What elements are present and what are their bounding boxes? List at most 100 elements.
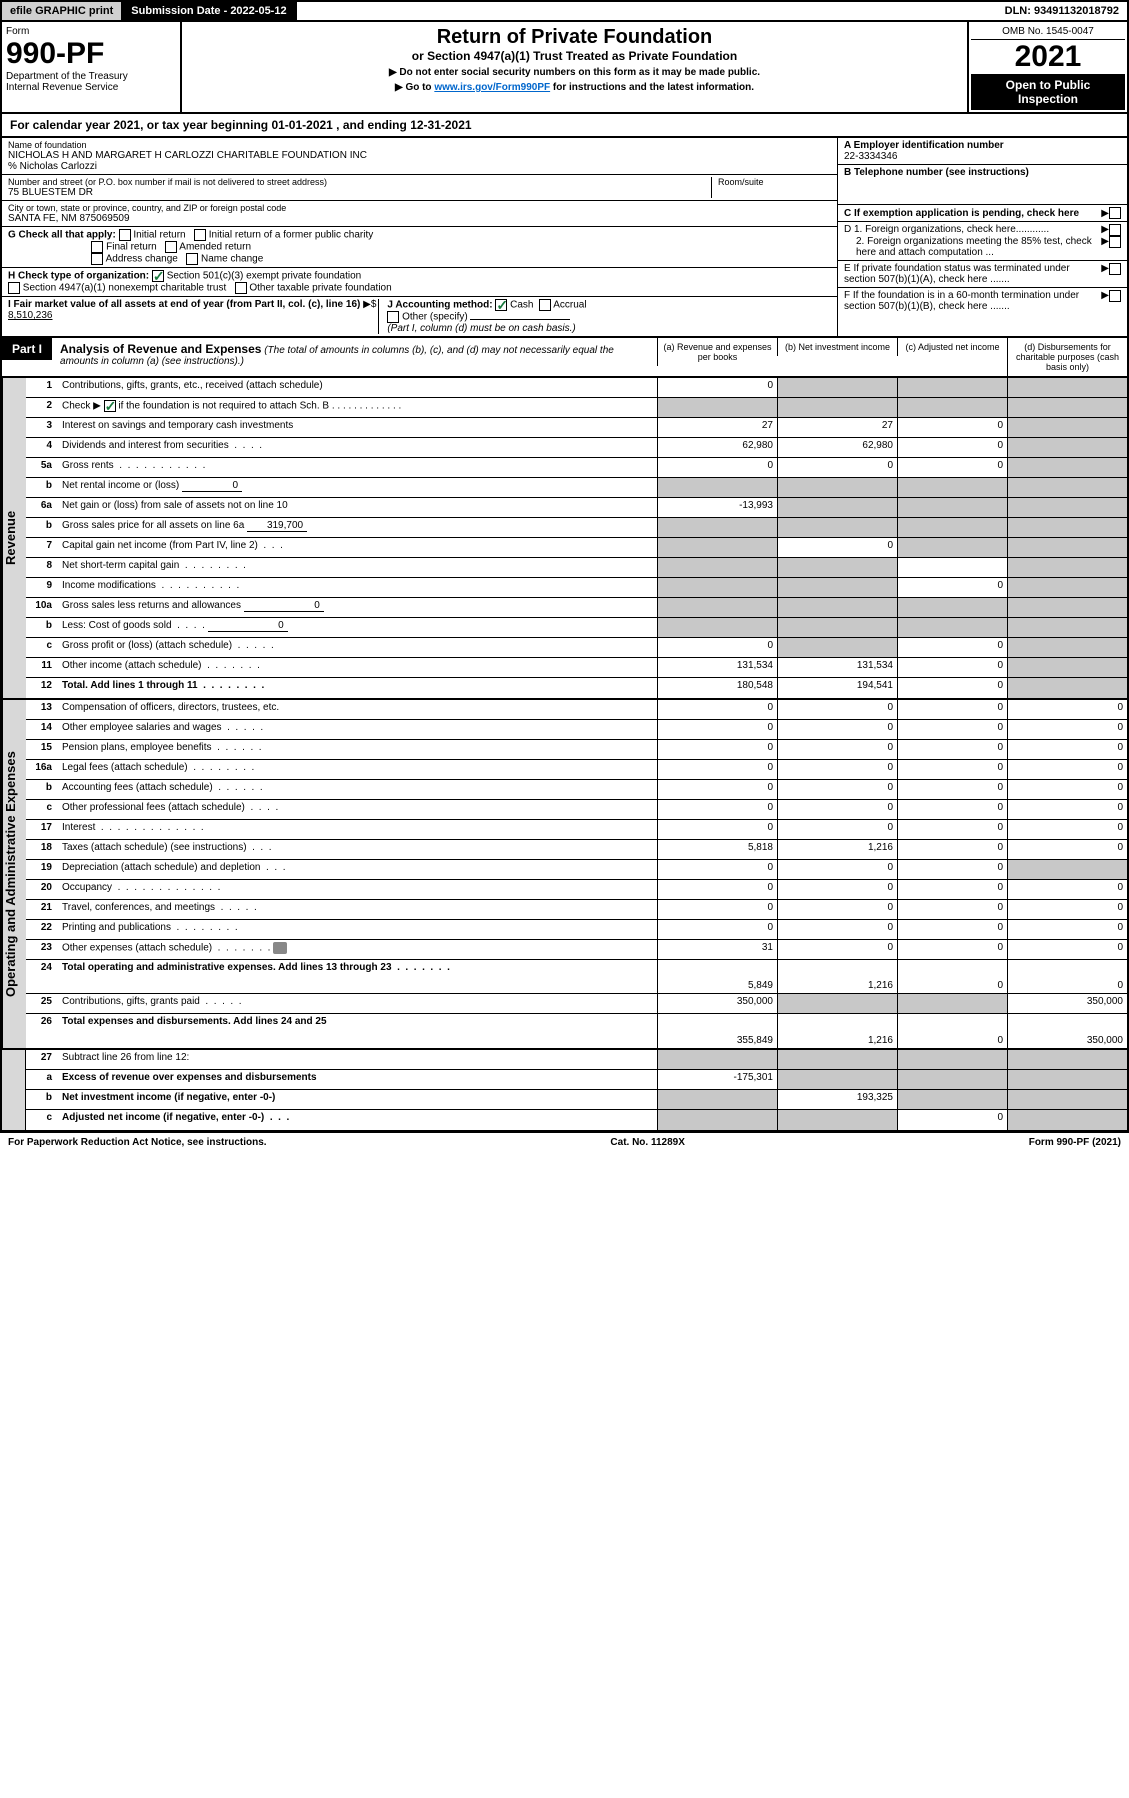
part1-title: Analysis of Revenue and Expenses <box>60 342 261 356</box>
f-label: F If the foundation is in a 60-month ter… <box>844 290 1101 312</box>
checkbox-accrual[interactable] <box>539 299 551 311</box>
checkbox-initial-return[interactable] <box>119 229 131 241</box>
section-h: H Check type of organization: Section 50… <box>2 268 837 297</box>
r20-label: Occupancy . . . . . . . . . . . . . <box>58 880 657 899</box>
checkbox-exemption-pending[interactable] <box>1109 207 1121 219</box>
dept-label: Department of the Treasury <box>6 71 176 82</box>
r27b-c <box>897 1090 1007 1109</box>
section-g: G Check all that apply: Initial return I… <box>2 227 837 268</box>
r3-d <box>1007 418 1127 437</box>
g-label: G Check all that apply: <box>8 230 116 241</box>
r3-num: 3 <box>26 418 58 437</box>
r11-b: 131,534 <box>777 658 897 677</box>
r4-a: 62,980 <box>657 438 777 457</box>
r10c-label: Gross profit or (loss) (attach schedule)… <box>58 638 657 657</box>
r4-num: 4 <box>26 438 58 457</box>
r27c-b <box>777 1110 897 1130</box>
r15-d: 0 <box>1007 740 1127 759</box>
efile-print-label[interactable]: efile GRAPHIC print <box>2 2 123 20</box>
r10a-a <box>657 598 777 617</box>
e-label: E If private foundation status was termi… <box>844 263 1101 285</box>
checkbox-60mo[interactable] <box>1109 290 1121 302</box>
checkbox-address-change[interactable] <box>91 253 103 265</box>
r12-label: Total. Add lines 1 through 11 . . . . . … <box>58 678 657 698</box>
r27-d <box>1007 1050 1127 1069</box>
r16a-c: 0 <box>897 760 1007 779</box>
r23-b: 0 <box>777 940 897 959</box>
r16b-a: 0 <box>657 780 777 799</box>
r8-num: 8 <box>26 558 58 577</box>
r17-d: 0 <box>1007 820 1127 839</box>
r27a-a: -175,301 <box>657 1070 777 1089</box>
r13-b: 0 <box>777 700 897 719</box>
street-address: 75 BLUESTEM DR <box>8 187 711 198</box>
j-label: J Accounting method: <box>387 300 492 311</box>
r12-d <box>1007 678 1127 698</box>
header-mid: Return of Private Foundation or Section … <box>182 22 967 112</box>
attachment-icon[interactable] <box>273 942 287 954</box>
checkbox-85pct[interactable] <box>1109 236 1121 248</box>
r25-a: 350,000 <box>657 994 777 1013</box>
r16c-c: 0 <box>897 800 1007 819</box>
r5b-d <box>1007 478 1127 497</box>
r10b-d <box>1007 618 1127 637</box>
r10a-d <box>1007 598 1127 617</box>
summary-table: 27Subtract line 26 from line 12: aExcess… <box>0 1050 1129 1132</box>
header-left: Form 990-PF Department of the Treasury I… <box>2 22 182 112</box>
ssn-note: ▶ Do not enter social security numbers o… <box>192 67 957 78</box>
dln-label: DLN: 93491132018792 <box>997 2 1127 20</box>
r10b-inline: 0 <box>208 620 288 632</box>
checkbox-amended[interactable] <box>165 241 177 253</box>
foundation-name: NICHOLAS H AND MARGARET H CARLOZZI CHARI… <box>8 150 831 161</box>
r27-c <box>897 1050 1007 1069</box>
checkbox-501c3[interactable] <box>152 270 164 282</box>
checkbox-other-taxable[interactable] <box>235 282 247 294</box>
r17-num: 17 <box>26 820 58 839</box>
r9-num: 9 <box>26 578 58 597</box>
r4-label: Dividends and interest from securities .… <box>58 438 657 457</box>
r21-d: 0 <box>1007 900 1127 919</box>
checkbox-other-method[interactable] <box>387 311 399 323</box>
r8-label: Net short-term capital gain . . . . . . … <box>58 558 657 577</box>
r11-a: 131,534 <box>657 658 777 677</box>
j-accrual: Accrual <box>553 300 586 311</box>
r5b-b <box>777 478 897 497</box>
checkbox-final-return[interactable] <box>91 241 103 253</box>
checkbox-4947a1[interactable] <box>8 282 20 294</box>
r2-d <box>1007 398 1127 417</box>
r19-num: 19 <box>26 860 58 879</box>
r27-num: 27 <box>26 1050 58 1069</box>
r5a-d <box>1007 458 1127 477</box>
r19-c: 0 <box>897 860 1007 879</box>
checkbox-schb[interactable] <box>104 400 116 412</box>
r27c-d <box>1007 1110 1127 1130</box>
page-footer: For Paperwork Reduction Act Notice, see … <box>0 1132 1129 1152</box>
r19-a: 0 <box>657 860 777 879</box>
r15-a: 0 <box>657 740 777 759</box>
r16c-b: 0 <box>777 800 897 819</box>
form-link[interactable]: www.irs.gov/Form990PF <box>434 82 550 93</box>
irs-label: Internal Revenue Service <box>6 82 176 93</box>
name-label: Name of foundation <box>8 140 831 150</box>
checkbox-initial-former[interactable] <box>194 229 206 241</box>
checkbox-foreign-org[interactable] <box>1109 224 1121 236</box>
r26-label: Total expenses and disbursements. Add li… <box>58 1014 657 1048</box>
r9-b <box>777 578 897 597</box>
r12-b: 194,541 <box>777 678 897 698</box>
r6b-c <box>897 518 1007 537</box>
checkbox-cash[interactable] <box>495 299 507 311</box>
r8-d <box>1007 558 1127 577</box>
r14-d: 0 <box>1007 720 1127 739</box>
h-4947: Section 4947(a)(1) nonexempt charitable … <box>23 283 226 294</box>
r27c-label: Adjusted net income (if negative, enter … <box>58 1110 657 1130</box>
d2-label: 2. Foreign organizations meeting the 85%… <box>844 236 1101 258</box>
r10a-c <box>897 598 1007 617</box>
info-right: A Employer identification number 22-3334… <box>837 138 1127 336</box>
goto-note: ▶ Go to www.irs.gov/Form990PF for instru… <box>192 82 957 93</box>
checkbox-name-change[interactable] <box>186 253 198 265</box>
checkbox-status-terminated[interactable] <box>1109 263 1121 275</box>
r9-label: Income modifications . . . . . . . . . . <box>58 578 657 597</box>
cal-pre: For calendar year 2021, or tax year begi… <box>10 118 271 132</box>
r1-d <box>1007 378 1127 397</box>
tax-year: 2021 <box>971 40 1125 74</box>
